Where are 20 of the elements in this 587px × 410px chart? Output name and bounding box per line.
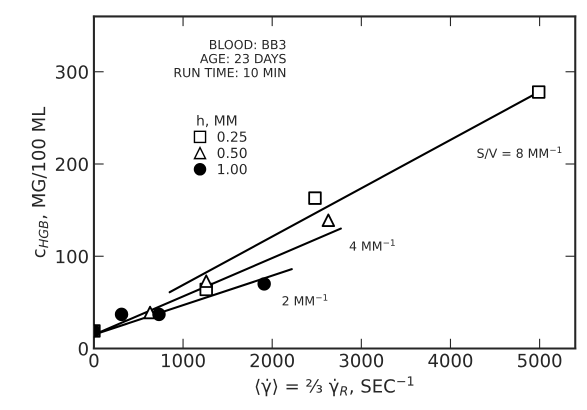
- y-axis-title: c$_{HGB}$, MG/100 ML: [32, 106, 48, 258]
- annotation: S/V = 8 MM$^{−1}$: [477, 146, 562, 159]
- x-axis-title: ⟨γ̇⟩ = ⅔ γ̇$_{R}$, SEC$^{−1}$: [256, 376, 414, 396]
- x-tick-label: 0: [89, 354, 98, 368]
- y-tick-label: 300: [56, 65, 88, 79]
- y-tick-label: 0: [78, 342, 88, 356]
- x-tick-label: 1000: [162, 354, 205, 368]
- legend-title: h, MM: [197, 114, 236, 128]
- annotation: 2 MM$^{−1}$: [282, 294, 328, 306]
- x-tick-label: 5000: [518, 354, 562, 368]
- x-tick-label: 2000: [250, 354, 294, 368]
- y-tick-label: 100: [56, 250, 88, 264]
- annotation: BLOOD: BB3 AGE: 23 DAYS RUN TIME: 10 MIN: [174, 40, 286, 78]
- legend-label: 0.25: [218, 131, 246, 142]
- legend-label: 0.50: [218, 148, 247, 158]
- legend-label: 1.00: [218, 164, 247, 174]
- x-tick-label: 3000: [340, 354, 384, 368]
- y-tick-label: 200: [56, 157, 88, 172]
- annotation: 4 MM$^{−1}$: [350, 239, 395, 251]
- x-tick-label: 4000: [428, 354, 472, 368]
